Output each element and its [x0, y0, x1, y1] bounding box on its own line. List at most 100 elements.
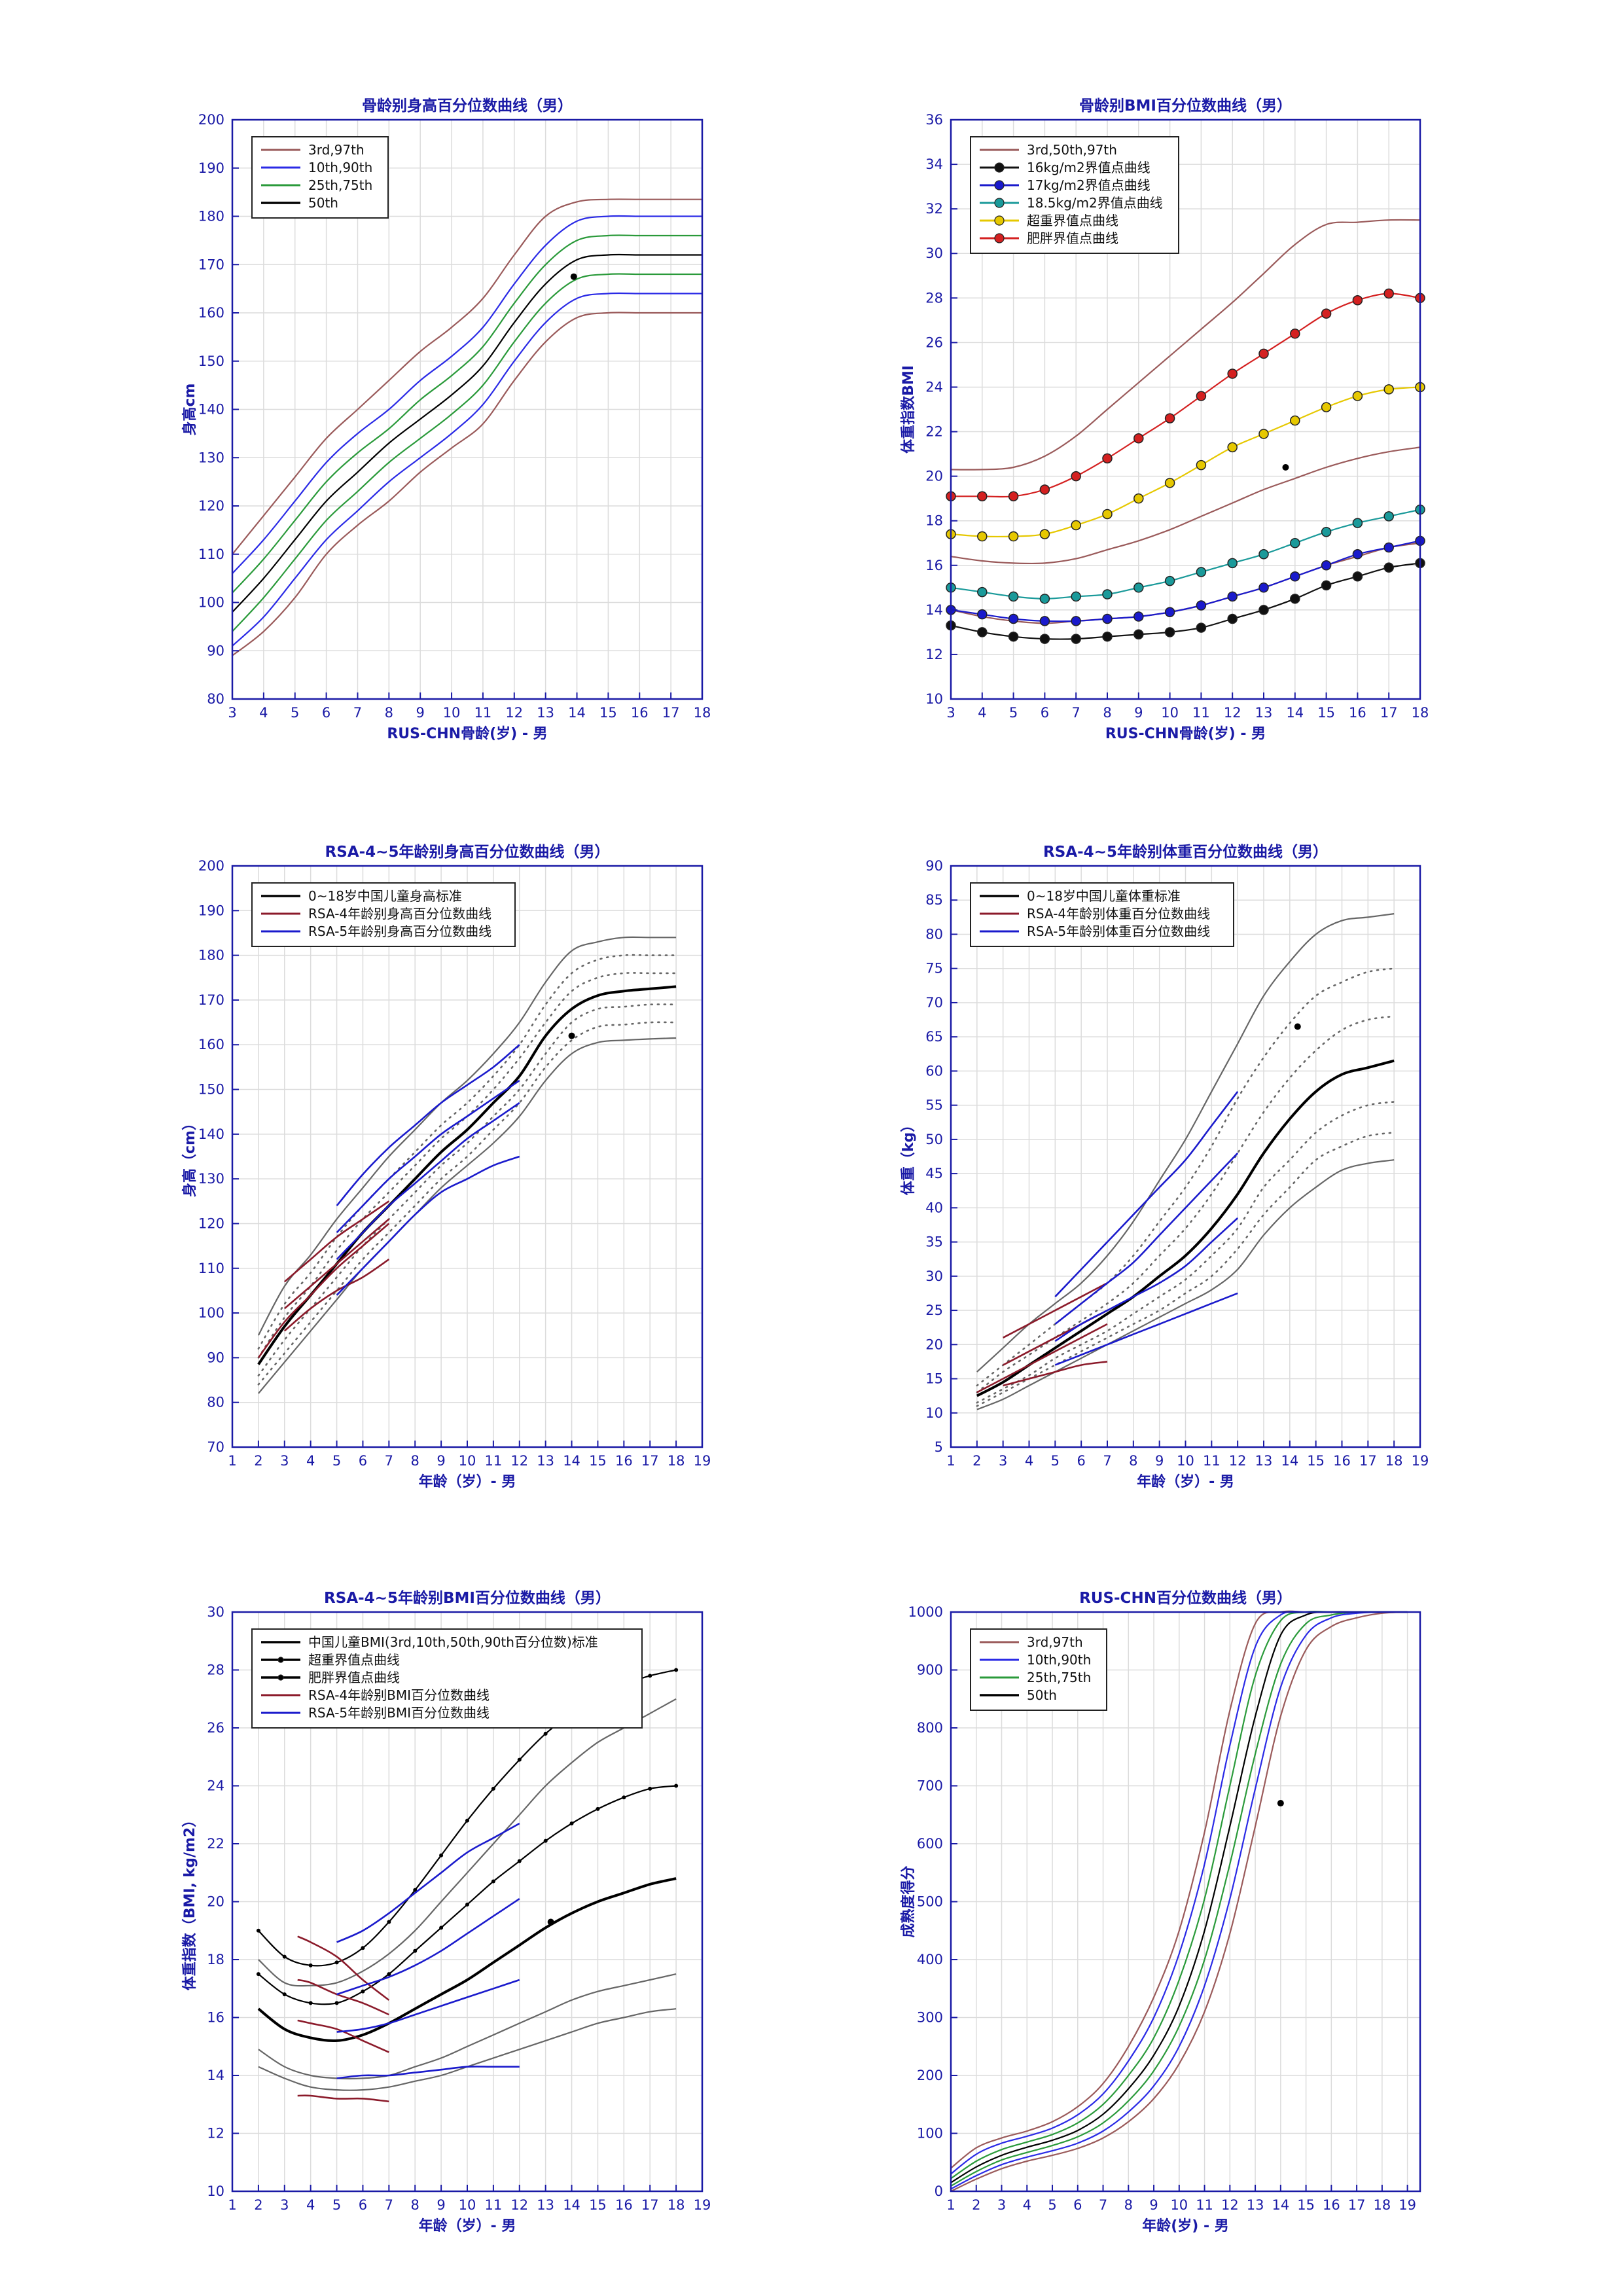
data-point-marker	[1133, 629, 1144, 640]
x-tick-label: 12	[510, 1453, 528, 1469]
rsa-line-4	[283, 1259, 390, 1332]
data-point-marker	[465, 1902, 469, 1907]
plot-frame	[950, 118, 1421, 700]
x-tick-label: 12	[505, 705, 523, 721]
data-point-marker	[1196, 459, 1207, 471]
data-point-marker	[282, 1992, 287, 1997]
y-tick-label: 110	[198, 1261, 224, 1276]
x-tick-label: 17	[1359, 1453, 1377, 1469]
y-tick-label: 100	[917, 2126, 943, 2142]
legend-label: 肥胖界值点曲线	[308, 1670, 400, 1685]
data-point-marker	[674, 1668, 679, 1672]
series-line-6	[257, 1021, 677, 1386]
x-tick-label: 13	[537, 705, 554, 721]
y-tick-label: 130	[198, 450, 224, 465]
y-tick-label: 28	[925, 290, 943, 306]
x-tick-label: 13	[1255, 1453, 1273, 1469]
legend-marker	[994, 215, 1005, 226]
subject-point	[1277, 1800, 1284, 1807]
x-tick-label: 19	[694, 1453, 711, 1469]
x-tick-label: 3	[228, 705, 236, 721]
x-tick-label: 6	[322, 705, 330, 721]
legend-marker	[994, 162, 1005, 173]
y-tick-label: 22	[207, 1836, 224, 1852]
data-point-marker	[517, 1859, 522, 1863]
y-tick-label: 160	[198, 305, 224, 321]
y-tick-label: 20	[925, 1336, 943, 1352]
x-tick-label: 2	[972, 1453, 981, 1469]
chart-legend: 中国儿童BMI(3rd,10th,50th,90th百分位数)标准超重界值点曲线…	[251, 1628, 643, 1729]
y-tick-label: 80	[925, 926, 943, 942]
y-tick-label: 800	[917, 1720, 943, 1736]
legend-label: 肥胖界值点曲线	[1027, 230, 1118, 246]
legend-marker	[994, 198, 1005, 208]
data-point-marker	[1227, 591, 1238, 602]
legend-label: 0~18岁中国儿童体重标准	[1027, 888, 1181, 904]
x-tick-label: 16	[1349, 705, 1366, 721]
y-tick-label: 200	[917, 2068, 943, 2083]
rsa-line-1	[257, 1223, 390, 1359]
y-tick-label: 45	[925, 1166, 943, 1181]
data-point-marker	[1227, 442, 1238, 453]
data-point-marker	[1008, 591, 1019, 602]
y-tick-label: 18	[925, 513, 943, 529]
chart-title: 骨龄别BMI百分位数曲线（男）	[1079, 97, 1292, 115]
y-tick-label: 30	[207, 1604, 224, 1620]
data-point-marker	[977, 531, 988, 542]
data-point-marker	[1290, 329, 1300, 339]
data-point-marker	[256, 1972, 260, 1977]
x-tick-label: 8	[385, 705, 393, 721]
y-tick-label: 12	[925, 647, 943, 662]
x-tick-label: 7	[1099, 2197, 1107, 2213]
data-point-marker	[1071, 471, 1081, 482]
rsa-line-4	[1003, 1361, 1108, 1387]
data-point-marker	[1352, 295, 1363, 306]
x-axis-label: 年龄（岁）- 男	[419, 1473, 516, 1490]
series-line-1	[232, 198, 702, 555]
y-tick-label: 30	[925, 245, 943, 261]
y-tick-label: 26	[925, 334, 943, 350]
x-tick-label: 11	[485, 2197, 503, 2213]
x-tick-label: 16	[1323, 2197, 1340, 2213]
x-tick-label: 7	[1072, 705, 1080, 721]
data-point-marker	[1164, 478, 1175, 488]
data-point-marker	[361, 1946, 365, 1950]
y-tick-label: 35	[925, 1234, 943, 1250]
y-tick-label: 200	[198, 112, 224, 128]
data-point-marker	[596, 1806, 600, 1811]
x-tick-label: 4	[1023, 2197, 1031, 2213]
x-tick-label: 19	[694, 2197, 711, 2213]
series-line-1	[257, 936, 677, 1336]
x-tick-label: 4	[259, 705, 268, 721]
x-tick-label: 3	[999, 1453, 1007, 1469]
y-tick-label: 34	[925, 156, 943, 172]
x-tick-label: 17	[641, 1453, 659, 1469]
rsa-line-7	[336, 1979, 520, 2033]
x-tick-label: 15	[1317, 705, 1335, 721]
y-tick-label: 40	[925, 1200, 943, 1215]
y-tick-label: 22	[925, 424, 943, 440]
data-point-marker	[1039, 634, 1050, 644]
y-tick-label: 10	[925, 691, 943, 707]
data-point-marker	[1321, 402, 1332, 412]
chart-panel-1: 3 4 5 6 7 8 9 10 11 12 13 14 15 16 17 18 80 90 100 110 120 13…	[181, 97, 711, 742]
data-point-marker	[1071, 591, 1081, 602]
rsa-line-3	[1003, 1282, 1108, 1338]
data-point-marker	[1102, 631, 1113, 642]
data-point-marker	[1321, 560, 1332, 571]
rsa-line-7	[1054, 1292, 1238, 1366]
data-point-marker	[1321, 526, 1332, 537]
x-tick-label: 8	[411, 2197, 419, 2213]
data-point-marker	[1383, 384, 1394, 395]
x-tick-label: 10	[1170, 2197, 1188, 2213]
x-tick-label: 14	[563, 1453, 580, 1469]
x-tick-label: 7	[1103, 1453, 1111, 1469]
x-tick-label: 4	[306, 1453, 315, 1469]
x-tick-label: 18	[1373, 2197, 1391, 2213]
x-axis-label: 年龄(岁) - 男	[1142, 2217, 1229, 2234]
series-line-2	[257, 954, 677, 1350]
y-tick-label: 18	[207, 1952, 224, 1967]
x-tick-label: 18	[1412, 705, 1429, 721]
data-point-marker	[977, 627, 988, 637]
y-tick-label: 300	[917, 2010, 943, 2026]
